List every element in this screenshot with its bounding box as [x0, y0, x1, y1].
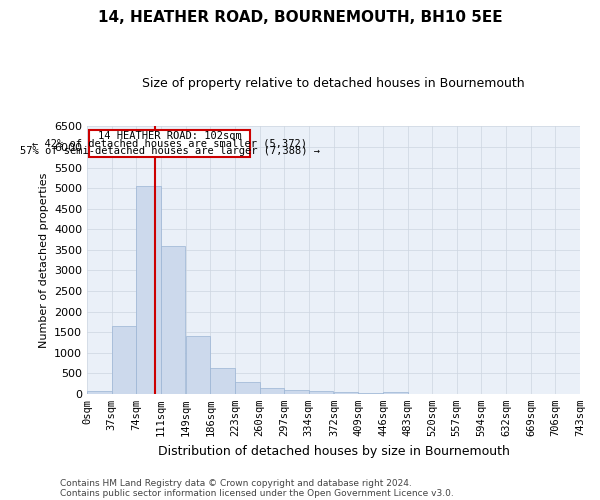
FancyBboxPatch shape: [89, 130, 250, 157]
Bar: [308, 391, 333, 394]
Bar: [161, 246, 185, 394]
Bar: [383, 392, 407, 394]
Text: 14 HEATHER ROAD: 102sqm: 14 HEATHER ROAD: 102sqm: [98, 130, 242, 140]
Text: 57% of semi-detached houses are larger (7,388) →: 57% of semi-detached houses are larger (…: [20, 146, 320, 156]
Bar: [87, 390, 112, 394]
Bar: [235, 382, 260, 394]
Title: Size of property relative to detached houses in Bournemouth: Size of property relative to detached ho…: [142, 78, 525, 90]
Bar: [186, 336, 211, 394]
Bar: [112, 326, 136, 394]
Bar: [334, 392, 358, 394]
Text: Contains public sector information licensed under the Open Government Licence v3: Contains public sector information licen…: [60, 488, 454, 498]
Text: ← 42% of detached houses are smaller (5,372): ← 42% of detached houses are smaller (5,…: [32, 138, 307, 148]
Y-axis label: Number of detached properties: Number of detached properties: [38, 172, 49, 348]
Bar: [211, 368, 235, 394]
Text: 14, HEATHER ROAD, BOURNEMOUTH, BH10 5EE: 14, HEATHER ROAD, BOURNEMOUTH, BH10 5EE: [98, 10, 502, 25]
Bar: [284, 390, 308, 394]
Bar: [260, 388, 284, 394]
X-axis label: Distribution of detached houses by size in Bournemouth: Distribution of detached houses by size …: [158, 444, 509, 458]
Text: Contains HM Land Registry data © Crown copyright and database right 2024.: Contains HM Land Registry data © Crown c…: [60, 478, 412, 488]
Bar: [358, 392, 383, 394]
Bar: [136, 186, 161, 394]
